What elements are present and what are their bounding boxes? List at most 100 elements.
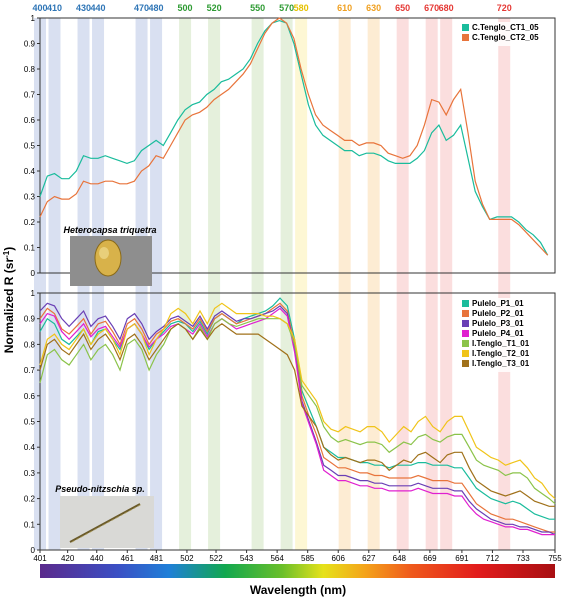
band-550 — [251, 18, 264, 550]
band-680 — [440, 18, 453, 550]
legend-label: Pulelo_P4_01 — [472, 329, 524, 338]
x-tick-label: 669 — [423, 554, 437, 563]
x-tick-label: 564 — [270, 554, 284, 563]
x-tick-label: 481 — [150, 554, 164, 563]
band-label: 580 — [294, 3, 309, 13]
x-tick-label: 585 — [301, 554, 315, 563]
legend-swatch — [462, 300, 469, 307]
band-label: 680 — [439, 3, 454, 13]
pseudo-nitzschia-inset: Pseudo-nitzschia sp. — [55, 484, 154, 548]
y-tick-label: 0.7 — [24, 366, 36, 375]
x-tick-label: 440 — [90, 554, 104, 563]
top-legend: C.Tenglo_CT1_05C.Tenglo_CT2_05 — [459, 22, 547, 46]
band-label: 410 — [47, 3, 62, 13]
legend-label: I.Tenglo_T3_01 — [472, 359, 530, 368]
x-tick-label: 691 — [455, 554, 469, 563]
band-410 — [48, 18, 61, 550]
band-label: 720 — [497, 3, 512, 13]
x-tick-label: 420 — [61, 554, 75, 563]
y-tick-label: 0.1 — [24, 520, 36, 529]
legend-swatch — [462, 34, 469, 41]
cell-shape — [94, 239, 122, 277]
band-580 — [295, 18, 308, 550]
band-720 — [498, 18, 511, 550]
band-label: 670 — [424, 3, 439, 13]
band-520 — [208, 18, 221, 550]
x-tick-label: 627 — [362, 554, 376, 563]
bottom-y-axis: 0 0.1 0.2 0.3 0.4 0.5 0.6 0.7 0.8 0.9 1 — [24, 289, 40, 555]
y-tick-label: 0.5 — [24, 142, 36, 151]
band-610 — [338, 18, 351, 550]
y-tick-label: 0.6 — [24, 392, 36, 401]
legend-swatch — [462, 340, 469, 347]
y-tick-label: 0.9 — [24, 315, 36, 324]
x-tick-label: 461 — [121, 554, 135, 563]
diatom-chain — [69, 503, 141, 543]
y-tick-label: 0.2 — [24, 218, 36, 227]
band-570 — [280, 18, 293, 550]
band-670 — [425, 18, 438, 550]
series-line-c-tenglo-ct1-05 — [39, 19, 549, 256]
legend-swatch — [462, 24, 469, 31]
legend-label: I.Tenglo_T1_01 — [472, 339, 530, 348]
y-tick-label: 1 — [31, 289, 36, 298]
y-tick-label: 0.4 — [24, 443, 36, 452]
bottom-plot-series — [39, 297, 556, 536]
x-tick-label: 543 — [240, 554, 254, 563]
legend-label: C.Tenglo_CT2_05 — [472, 33, 539, 42]
top-y-axis: 0 0.1 0.2 0.3 0.4 0.5 0.6 0.7 0.8 0.9 1 — [24, 14, 40, 278]
diatom-segments — [71, 503, 143, 543]
band-label: 430 — [76, 3, 91, 13]
y-tick-label: 0 — [31, 269, 36, 278]
band-label: 400 — [32, 3, 47, 13]
y-tick-label: 0.5 — [24, 418, 36, 427]
x-axis-label: Wavelength (nm) — [250, 583, 346, 597]
y-tick-label: 0.7 — [24, 91, 36, 100]
series-line-pulelo-p2-01 — [39, 302, 555, 533]
top-plot-series — [39, 17, 549, 256]
legend-label: Pulelo_P2_01 — [472, 309, 524, 318]
legend-label: C.Tenglo_CT1_05 — [472, 23, 539, 32]
legend-swatch — [462, 310, 469, 317]
series-line-i-tenglo-t1-01 — [39, 317, 556, 505]
x-tick-label: 401 — [33, 554, 47, 563]
legend-label: Pulelo_P3_01 — [472, 319, 524, 328]
x-axis: 401 420 440 461 481 502 522 543 564 585 606 627 648 6… — [33, 550, 562, 563]
band-500 — [179, 18, 192, 550]
band-label: 550 — [250, 3, 265, 13]
band-label: 470 — [134, 3, 149, 13]
band-label: 650 — [395, 3, 410, 13]
legend-background — [459, 298, 547, 372]
y-tick-label: 0.1 — [24, 244, 36, 253]
band-labels: 400 410 430 440 470 480 500 520 550 570 580 610 630 6… — [32, 3, 511, 13]
x-tick-label: 502 — [180, 554, 194, 563]
y-tick-label: 0.3 — [24, 193, 36, 202]
x-tick-label: 712 — [486, 554, 500, 563]
legend-swatch — [462, 360, 469, 367]
band-label: 570 — [279, 3, 294, 13]
y-tick-label: 0.8 — [24, 340, 36, 349]
y-tick-label: 0.9 — [24, 40, 36, 49]
series-line-i-tenglo-t2-01 — [39, 302, 556, 500]
bottom-legend: Pulelo_P1_01Pulelo_P2_01Pulelo_P3_01Pule… — [459, 298, 547, 372]
legend-background — [459, 22, 547, 46]
x-tick-label: 755 — [548, 554, 562, 563]
series-line-i-tenglo-t3-01 — [39, 323, 555, 507]
inset-caption: Pseudo-nitzschia sp. — [55, 484, 145, 494]
wavelength-color-bar — [40, 564, 555, 578]
band-label: 630 — [366, 3, 381, 13]
x-tick-label: 606 — [332, 554, 346, 563]
x-tick-label: 522 — [209, 554, 223, 563]
band-label: 500 — [178, 3, 193, 13]
y-tick-label: 0.8 — [24, 65, 36, 74]
band-480 — [150, 18, 163, 550]
legend-swatch — [462, 330, 469, 337]
y-tick-label: 0.4 — [24, 167, 36, 176]
band-650 — [396, 18, 409, 550]
band-400 — [34, 18, 46, 550]
band-label: 440 — [91, 3, 106, 13]
band-label: 610 — [337, 3, 352, 13]
cell-highlight — [99, 247, 109, 259]
x-tick-label: 733 — [516, 554, 530, 563]
